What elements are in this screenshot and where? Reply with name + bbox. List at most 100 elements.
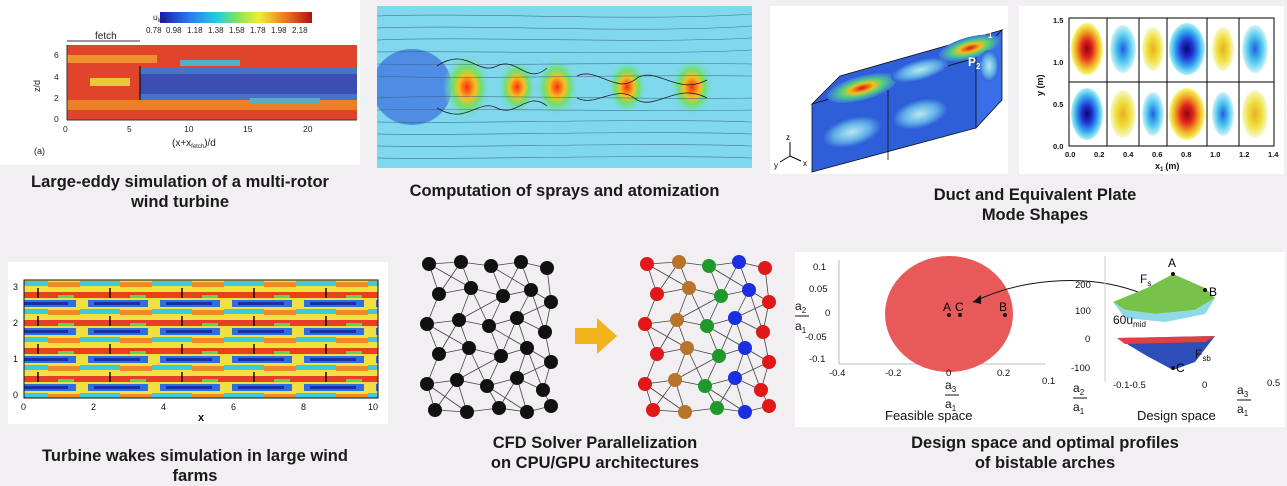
arrow-right-icon xyxy=(575,318,617,354)
graph-edge xyxy=(744,347,762,391)
x-tick: 0 xyxy=(1202,380,1207,391)
graph-node xyxy=(536,383,550,397)
graph-node xyxy=(646,403,660,417)
svg-text:a2: a2 xyxy=(1073,381,1085,397)
point-label: A xyxy=(943,300,951,314)
y-tick: -0.1 xyxy=(809,354,825,365)
y-axis-label: z/d xyxy=(32,80,42,92)
colorbar-tick: 1.18 xyxy=(187,26,203,35)
graph-node xyxy=(494,349,508,363)
colorbar-tick: 1.58 xyxy=(229,26,245,35)
graph-edge xyxy=(748,289,764,333)
z-tick: 200 xyxy=(1075,280,1091,291)
graph-node xyxy=(544,399,558,413)
graph-node xyxy=(650,287,664,301)
graph-node xyxy=(712,349,726,363)
colorbar xyxy=(160,12,312,23)
label-p1: P1 xyxy=(980,24,993,40)
y-tick: 0.05 xyxy=(809,284,828,295)
graph-node xyxy=(422,257,436,271)
axis-y: y xyxy=(774,161,778,170)
graph-node xyxy=(484,259,498,273)
graph-edge xyxy=(674,355,720,381)
x-tick: 0.0 xyxy=(1065,150,1075,159)
z-tick: 100 xyxy=(1075,306,1091,317)
graph-edge xyxy=(488,325,528,349)
graph-node xyxy=(728,371,742,385)
design-space-figure: A C B 0.1 0.05 0 -0.05 -0.1 -0.4 -0.2 0 … xyxy=(795,252,1285,427)
colorbar-tick: 0.98 xyxy=(166,26,182,35)
colorbar-tick: 2.18 xyxy=(292,26,308,35)
y-tick: 3 xyxy=(13,282,18,292)
graph-node xyxy=(672,255,686,269)
y-tick: 2 xyxy=(13,318,18,328)
svg-text:a1: a1 xyxy=(945,397,957,413)
caption-design: Design space and optimal profiles of bis… xyxy=(870,433,1220,473)
graph-node xyxy=(762,355,776,369)
graph-node xyxy=(524,283,538,297)
caption-duct: Duct and Equivalent Plate Mode Shapes xyxy=(900,185,1170,225)
graph-edge xyxy=(456,355,502,381)
graph-node xyxy=(758,261,772,275)
x-tick: 0 xyxy=(946,368,951,379)
caption-design-line2: of bistable arches xyxy=(974,454,1116,472)
graph-node xyxy=(514,255,528,269)
y-tick: 2 xyxy=(54,93,59,103)
svg-text:a1: a1 xyxy=(1237,402,1249,418)
graph-node xyxy=(698,379,712,393)
point-label: B xyxy=(999,300,1007,314)
graph-node xyxy=(450,373,464,387)
x-tick: 0.6 xyxy=(1152,150,1162,159)
graph-edge xyxy=(686,347,706,387)
caption-les: Large-eddy simulation of a multi-rotor w… xyxy=(31,173,329,211)
graph-node xyxy=(510,371,524,385)
graph-edge xyxy=(706,325,746,349)
graph-node xyxy=(520,341,534,355)
colorbar-tick: 1.78 xyxy=(250,26,266,35)
graph-node xyxy=(738,341,752,355)
graph-edge xyxy=(428,263,472,289)
graph-node xyxy=(496,289,510,303)
x-tick: 0.1 xyxy=(1042,376,1055,387)
graph-node xyxy=(756,325,770,339)
graph-edge xyxy=(530,289,546,333)
caption-duct-line1: Duct and Equivalent Plate xyxy=(933,186,1137,204)
graph-node xyxy=(540,261,554,275)
caption-duct-line2: Mode Shapes xyxy=(981,206,1089,224)
duct-3d-figure: P1 P2 z y x xyxy=(770,6,1008,174)
graph-node xyxy=(460,405,474,419)
x-tick: 0 xyxy=(21,402,26,412)
graph-node xyxy=(432,347,446,361)
y-tick: 1.5 xyxy=(1053,16,1063,25)
axis-triad xyxy=(779,142,802,163)
svg-text:a3: a3 xyxy=(1237,383,1249,399)
x-tick: 0.2 xyxy=(1094,150,1104,159)
y-tick: 0 xyxy=(54,114,59,124)
x-tick: 1.4 xyxy=(1268,150,1279,159)
graph-node xyxy=(452,313,466,327)
panel-letter: (a) xyxy=(34,146,45,156)
x-tick: -0.1-0.5 xyxy=(1113,380,1146,391)
caption-design-line1: Design space and optimal profiles xyxy=(911,434,1179,452)
right-x-ratio: a3 a1 xyxy=(1237,383,1251,418)
colorbar-tick: 0.78 xyxy=(146,26,162,35)
surface-fs xyxy=(1113,274,1215,314)
x-tick: 4 xyxy=(161,402,166,412)
caption-wakes-line1: Turbine wakes simulation in large wind xyxy=(42,447,348,465)
x-tick: 0.4 xyxy=(1123,150,1134,159)
graph-node xyxy=(678,405,692,419)
z-tick: 0 xyxy=(1085,334,1090,345)
plot-x-label: x1 (m) xyxy=(1155,161,1179,173)
graph-node xyxy=(510,311,524,325)
graph-node xyxy=(714,289,728,303)
x-tick: 0.5 xyxy=(1267,378,1280,389)
x-tick: 2 xyxy=(91,402,96,412)
graph-edge xyxy=(470,287,490,327)
graph-edge xyxy=(708,265,750,291)
graph-edge xyxy=(704,385,746,413)
graph-node xyxy=(682,281,696,295)
y-tick: 0.5 xyxy=(1053,100,1063,109)
caption-cfd-line1: CFD Solver Parallelization xyxy=(492,434,698,452)
graph-node xyxy=(732,255,746,269)
x-tick: 0.2 xyxy=(997,368,1010,379)
